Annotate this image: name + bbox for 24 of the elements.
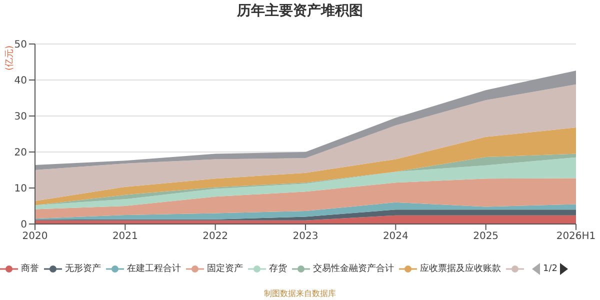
legend-label: 商誉	[21, 262, 39, 275]
legend-label: 存货	[269, 262, 287, 275]
y-tick-label: 0	[20, 220, 27, 231]
y-tick-label: 50	[14, 40, 27, 51]
x-tick-label: 2020	[22, 231, 48, 242]
legend-label: 交易性金融资产合计	[313, 262, 394, 275]
x-tick-label: 2021	[112, 231, 138, 242]
y-tick-label: 30	[14, 112, 27, 123]
chart-title: 历年主要资产堆积图	[236, 2, 364, 20]
legend-label: 在建工程合计	[127, 262, 181, 275]
text: 1/2	[543, 264, 558, 274]
x-tick-label: 2022	[202, 231, 228, 242]
y-tick-label: 40	[14, 76, 27, 87]
legend-label: 应收票据及应收账款	[420, 262, 501, 275]
y-tick-label: 10	[14, 184, 27, 195]
y-tick-label: 20	[14, 148, 27, 159]
x-tick-label: 2024	[382, 231, 408, 242]
x-tick-label: 2023	[292, 231, 318, 242]
x-tick-label: 2026H1	[556, 231, 596, 242]
legend-label: 固定资产	[207, 262, 243, 275]
legend-label: 无形资产	[65, 262, 101, 275]
y-axis-title: (亿元)	[4, 45, 15, 71]
text: 制图数据来自数据库	[263, 288, 337, 299]
x-tick-label: 2025	[473, 231, 499, 242]
